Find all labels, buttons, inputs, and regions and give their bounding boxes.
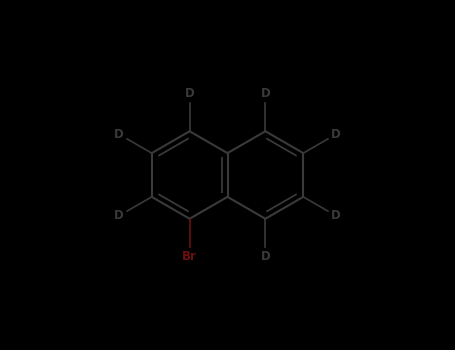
Text: D: D — [114, 209, 124, 222]
Text: D: D — [261, 250, 270, 263]
Text: D: D — [261, 87, 270, 100]
Text: D: D — [331, 209, 341, 222]
Text: Br: Br — [182, 250, 197, 263]
Text: D: D — [185, 87, 194, 100]
Text: D: D — [331, 128, 341, 141]
Text: D: D — [114, 128, 124, 141]
